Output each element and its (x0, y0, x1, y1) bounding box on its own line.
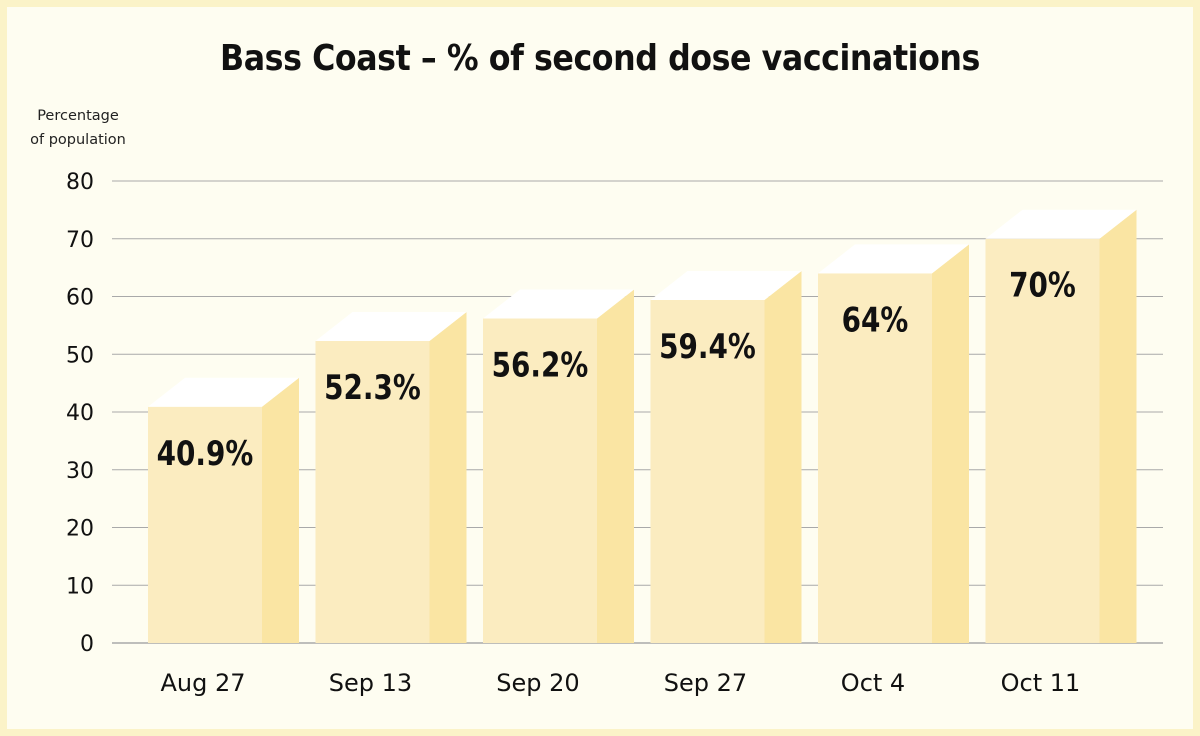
y-tick-label: 20 (66, 517, 94, 542)
y-tick-label: 60 (66, 286, 94, 311)
x-category-label: Sep 20 (496, 669, 579, 697)
data-label: 70% (1009, 266, 1076, 305)
x-category-label: Oct 4 (841, 669, 905, 697)
bar: 56.2% (483, 289, 634, 643)
bar-top (818, 244, 969, 274)
x-category-label: Aug 27 (160, 669, 245, 697)
y-axis-label: Percentage of population (18, 104, 138, 152)
y-axis-label-line-2: of population (30, 132, 126, 148)
bar-top (650, 270, 802, 300)
bar-top (483, 289, 634, 319)
bar-side (262, 377, 299, 643)
bar-front (148, 406, 262, 643)
chart-title: Bass Coast – % of second dose vaccinatio… (220, 38, 980, 79)
bar: 59.4% (650, 270, 802, 643)
bar-side (1099, 209, 1137, 643)
y-tick-label: 40 (66, 401, 94, 426)
data-label: 52.3% (324, 368, 421, 407)
bar: 70% (985, 209, 1137, 643)
y-axis-ticks: 0 10 20 30 40 50 60 70 80 (66, 170, 94, 657)
bar-side (932, 244, 969, 643)
y-tick-label: 50 (66, 343, 94, 368)
bar-top (985, 209, 1137, 239)
x-category-label: Sep 13 (329, 669, 412, 697)
x-category-label: Sep 27 (664, 669, 747, 697)
bar-top (315, 311, 467, 341)
bar-side (597, 289, 634, 643)
bar: 52.3% (315, 311, 467, 643)
data-label: 40.9% (157, 434, 254, 473)
bar-front (985, 238, 1100, 643)
y-tick-label: 0 (80, 632, 94, 657)
bar: 40.9% (148, 377, 299, 643)
y-tick-label: 10 (66, 574, 94, 599)
bar-front (650, 299, 765, 643)
y-tick-label: 80 (66, 170, 94, 195)
y-tick-label: 30 (66, 459, 94, 484)
y-tick-label: 70 (66, 228, 94, 253)
data-label: 64% (842, 301, 909, 340)
bar-side (764, 270, 802, 643)
bar-front (818, 273, 932, 643)
bar-front (483, 318, 597, 643)
data-label: 59.4% (659, 327, 756, 366)
y-axis-label-line-1: Percentage (37, 108, 119, 124)
x-axis-labels: Aug 27 Sep 13 Sep 20 Sep 27 Oct 4 Oct 11 (160, 669, 1080, 697)
data-label: 56.2% (492, 346, 589, 385)
bars: 40.9% 52.3% 56.2% 59.4% 64% 70% (148, 209, 1137, 643)
bar: 64% (818, 244, 969, 643)
bar-front (315, 340, 430, 643)
x-category-label: Oct 11 (1001, 669, 1081, 697)
bar-side (429, 311, 467, 643)
bar-top (148, 377, 299, 407)
